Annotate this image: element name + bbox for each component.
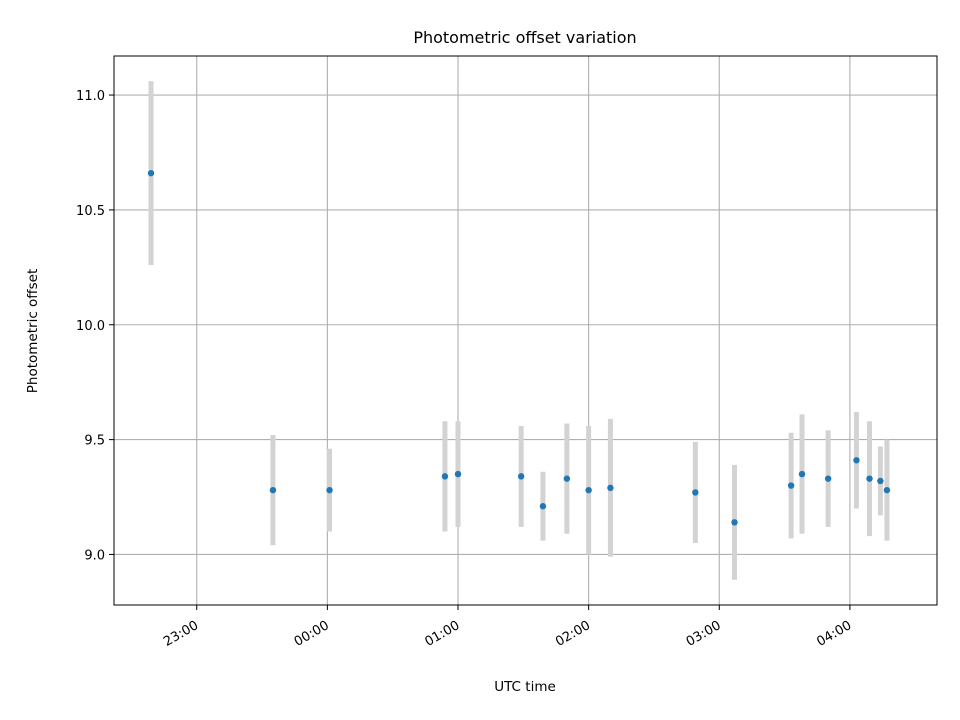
data-point bbox=[883, 486, 891, 494]
data-point bbox=[798, 470, 806, 478]
x-tick-label: 23:00 bbox=[161, 618, 201, 650]
data-points bbox=[147, 169, 891, 526]
data-point bbox=[326, 486, 333, 494]
x-tick-label: 02:00 bbox=[553, 618, 593, 650]
data-point bbox=[269, 486, 277, 494]
x-tick-label: 04:00 bbox=[814, 618, 854, 650]
y-tick-label: 10.5 bbox=[76, 204, 105, 219]
data-point bbox=[824, 475, 832, 482]
data-point bbox=[607, 484, 614, 492]
x-axis-ticks: 23:00 00:00 01:00 02:00 03:00 04:00 bbox=[161, 605, 854, 650]
grid bbox=[114, 56, 937, 605]
data-point bbox=[877, 477, 884, 485]
data-point bbox=[147, 169, 155, 177]
data-point bbox=[585, 486, 592, 494]
x-tick-label: 01:00 bbox=[422, 618, 462, 650]
data-point bbox=[787, 482, 795, 489]
data-point bbox=[563, 475, 571, 482]
y-tick-label: 10.0 bbox=[76, 319, 105, 334]
chart-title: Photometric offset variation bbox=[413, 28, 636, 47]
data-point bbox=[539, 503, 547, 510]
x-tick-label: 03:00 bbox=[684, 618, 724, 650]
data-point bbox=[853, 457, 860, 464]
y-tick-label: 9.5 bbox=[84, 434, 105, 449]
plot-background bbox=[114, 56, 937, 605]
data-point bbox=[441, 473, 449, 480]
plot-frame bbox=[113, 55, 938, 606]
x-tick-label: 00:00 bbox=[292, 618, 332, 650]
x-axis-label: UTC time bbox=[494, 679, 556, 695]
y-axis-label: Photometric offset bbox=[25, 269, 41, 393]
data-point bbox=[454, 470, 462, 478]
data-point bbox=[866, 475, 873, 482]
data-point bbox=[692, 489, 699, 496]
data-point bbox=[731, 519, 738, 526]
data-point bbox=[517, 473, 525, 480]
y-tick-label: 11.0 bbox=[76, 89, 105, 104]
y-tick-label: 9.0 bbox=[84, 548, 105, 563]
y-axis-ticks: 9.0 9.5 10.0 10.5 11.0 bbox=[76, 89, 114, 563]
